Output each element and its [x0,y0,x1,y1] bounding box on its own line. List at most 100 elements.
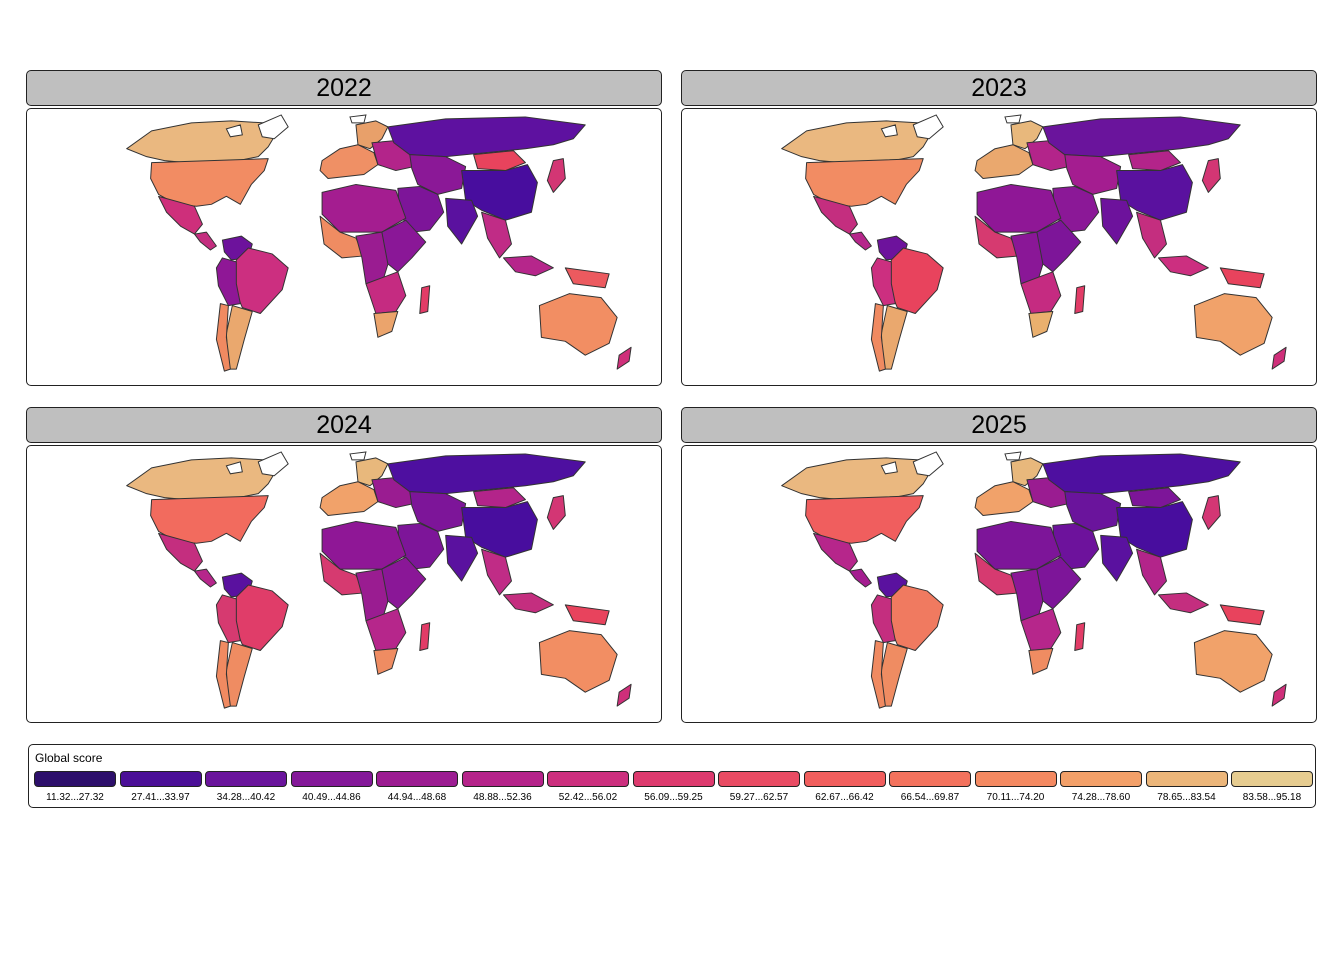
arctic-island-outline [880,461,898,475]
southern-africa-region [365,271,407,315]
legend-swatch [205,771,287,787]
europe-west-region [319,144,379,179]
map-panel-2025: 2025 [681,407,1317,724]
central-asia-region [1064,154,1122,195]
arctic-island-outline [349,114,367,124]
north-africa-region [321,183,407,233]
legend-swatch [290,771,373,787]
indonesia-region [1157,592,1209,614]
north-america-region [781,120,930,164]
legend-label: 40.49...44.86 [302,792,361,803]
legend-swatch [889,771,971,787]
australia-region [1193,293,1273,356]
world-map-2025 [681,445,1317,723]
legend-label: 48.88...52.36 [473,792,532,803]
east-africa-region [381,219,427,273]
papua-region [1219,267,1265,289]
east-africa-region [1036,556,1082,610]
japan-region [1201,158,1221,193]
arctic-island-outline [225,124,243,138]
japan-region [546,495,566,530]
new-zealand-region [616,683,632,707]
australia-region [538,630,618,693]
map-panel-2023: 2023 [681,70,1317,387]
russia-region [387,116,586,158]
panel-title-2025: 2025 [681,407,1317,443]
legend-label: 27.41...33.97 [131,792,190,803]
southeast-asia-region [481,548,512,596]
legend-label: 34.28...40.42 [216,792,276,803]
russia-region [1042,116,1241,158]
arctic-island-outline [349,451,367,461]
legend-label: 59.27...62.57 [729,792,789,803]
india-region [445,534,479,582]
south-africa-region [373,648,399,675]
south-africa-region [1028,311,1054,338]
legend: Global score 11.32...27.32 27.41...33.97 3… [28,744,1316,808]
east-africa-region [381,556,427,610]
south-america-west-region [215,594,241,644]
arctic-island-outline [1004,451,1022,461]
legend-label: 52.42...56.02 [558,792,618,803]
argentina-region [225,305,253,370]
north-africa-region [976,520,1062,570]
legend-label: 78.65...83.54 [1157,792,1216,803]
madagascar-region [419,285,431,315]
south-america-west-region [870,594,896,644]
southern-africa-region [365,608,407,652]
legend-label: 70.11...74.20 [986,792,1045,803]
south-africa-region [1028,648,1054,675]
argentina-region [880,305,908,370]
legend-swatch [718,771,800,787]
north-america-region [126,457,275,501]
legend-swatch [1145,771,1228,787]
south-america-west-region [215,257,241,307]
north-africa-region [976,183,1062,233]
russia-region [1042,453,1241,495]
papua-region [564,267,610,289]
indonesia-region [1157,255,1209,277]
legend-swatch [119,771,202,787]
usa-region [805,495,924,544]
legend-swatch [1060,771,1142,787]
papua-region [564,604,610,626]
usa-region [150,495,269,544]
argentina-region [225,642,253,707]
papua-region [1219,604,1265,626]
arctic-island-outline [880,124,898,138]
legend-label: 44.94...48.68 [387,792,447,803]
map-panel-2024: 2024 [26,407,662,724]
panel-title-2022: 2022 [26,70,662,106]
southeast-asia-region [481,211,512,259]
central-america-region [848,231,872,251]
panel-title-2024: 2024 [26,407,662,443]
mongolia-region [473,150,526,172]
map-panel-2022: 2022 [26,70,662,387]
arctic-island-outline [1004,114,1022,124]
europe-west-region [319,481,379,516]
legend-swatch [803,771,886,787]
europe-west-region [974,481,1034,516]
australia-region [1193,630,1273,693]
arctic-island-outline [257,451,289,477]
central-asia-region [409,154,467,195]
india-region [1100,534,1134,582]
legend-swatch [547,771,629,787]
europe-west-region [974,144,1034,179]
southeast-asia-region [1136,548,1167,596]
legend-label: 56.09...59.25 [644,792,703,803]
mongolia-region [1128,150,1181,172]
japan-region [1201,495,1221,530]
legend-swatch [1231,771,1313,787]
central-asia-region [1064,491,1122,532]
southern-africa-region [1020,271,1062,315]
chile-region [215,303,231,372]
east-africa-region [1036,219,1082,273]
indonesia-region [502,592,554,614]
chile-region [215,640,231,709]
russia-region [387,453,586,495]
legend-swatch [974,771,1057,787]
legend-swatch [632,771,715,787]
legend-title: Global score [35,751,103,765]
north-america-region [126,120,275,164]
